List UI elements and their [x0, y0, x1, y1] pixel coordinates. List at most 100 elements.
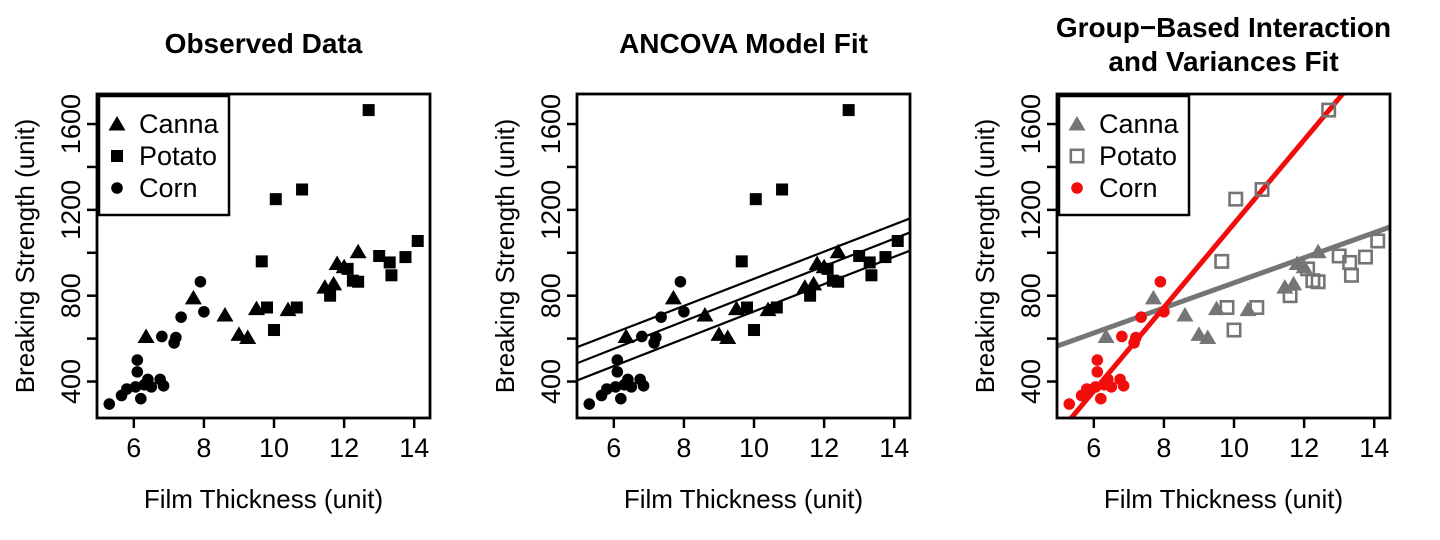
data-point-potato	[411, 234, 424, 247]
data-point-potato	[255, 255, 268, 268]
panel-title: Observed Data	[165, 28, 363, 59]
data-point-potato	[1357, 249, 1373, 265]
data-point-canna	[239, 329, 257, 345]
panel-interaction-fit: 6 8 10 12 14 400 800 1200 1600 Film Thickness (un…	[960, 0, 1440, 540]
x-axis-title: Film Thickness (unit)	[1104, 484, 1343, 514]
x-axis-title: Film Thickness (unit)	[144, 484, 383, 514]
data-point-potato	[268, 324, 281, 337]
x-tick-label: 14	[1359, 433, 1389, 463]
x-axis: 6 8 10 12 14	[126, 418, 429, 463]
y-axis-title: Breaking Strength (unit)	[10, 119, 40, 394]
plot-box	[1055, 92, 1392, 420]
data-point-corn	[1135, 311, 1147, 323]
data-point-potato	[863, 256, 876, 269]
data-point-potato	[879, 251, 892, 264]
data-point-corn	[625, 381, 638, 393]
series-potato	[735, 104, 904, 337]
data-point-potato	[352, 275, 365, 288]
data-point-canna	[1176, 307, 1194, 322]
x-axis: 6 8 10 12 14	[1086, 418, 1389, 463]
data-point-corn	[650, 331, 662, 344]
series-potato	[255, 104, 424, 337]
data-point-potato	[1249, 299, 1265, 315]
data-point-corn	[611, 366, 624, 378]
data-point-canna	[710, 326, 728, 341]
data-point-canna	[664, 289, 682, 305]
legend-label-canna: Canna	[1099, 109, 1180, 139]
data-point-corn	[609, 381, 622, 393]
panel-title: ANCOVA Model Fit	[619, 28, 868, 59]
data-point-potato	[853, 250, 866, 262]
data-point-corn	[611, 354, 624, 366]
data-point-corn	[170, 331, 182, 344]
panel-title: and Variances Fit	[1108, 46, 1338, 77]
data-point-potato	[735, 255, 748, 268]
data-point-potato	[842, 104, 855, 117]
fit-line	[577, 217, 910, 349]
data-point-corn	[1105, 381, 1118, 393]
x-tick-label: 6	[126, 433, 141, 463]
data-point-canna	[1295, 258, 1313, 274]
y-tick-label: 400	[56, 359, 86, 404]
data-point-corn	[1116, 330, 1128, 343]
data-point-potato	[770, 301, 783, 314]
data-point-corn	[1063, 398, 1076, 410]
data-point-canna	[727, 300, 745, 316]
data-point-potato	[324, 289, 337, 302]
data-point-potato	[776, 183, 789, 196]
data-point-canna	[719, 329, 737, 345]
y-axis-title: Breaking Strength (unit)	[490, 119, 520, 394]
panel-ancova-model-fit: 6 8 10 12 14 400 800 1200 1600 Film Thickness (un…	[480, 0, 960, 540]
plot-box	[575, 92, 912, 420]
data-point-potato	[1343, 267, 1359, 283]
data-point-canna	[247, 300, 265, 316]
data-point-corn	[131, 366, 144, 378]
data-point-potato	[383, 256, 396, 269]
y-tick-label: 800	[536, 273, 566, 318]
data-point-canna	[137, 328, 155, 343]
x-tick-label: 10	[1219, 433, 1249, 463]
data-point-corn	[637, 380, 650, 392]
data-point-canna	[696, 307, 714, 322]
y-tick-label: 400	[536, 359, 566, 404]
legend-marker-corn	[1071, 182, 1083, 194]
data-point-canna	[325, 275, 343, 291]
observed-data-chart: 6 8 10 12 14 400 800 1200 1600 Film Thickness (un…	[10, 28, 432, 514]
data-point-potato	[261, 301, 274, 314]
x-tick-label: 10	[259, 433, 289, 463]
series-canna	[1097, 243, 1327, 345]
x-tick-label: 8	[676, 433, 691, 463]
data-point-potato	[1310, 274, 1326, 290]
data-point-potato	[865, 269, 878, 282]
data-point-potato	[804, 289, 817, 302]
data-point-potato	[385, 269, 398, 282]
x-tick-label: 14	[399, 433, 429, 463]
data-point-potato	[741, 301, 754, 314]
data-point-corn	[1095, 392, 1107, 405]
x-tick-label: 6	[1086, 433, 1101, 463]
data-point-corn	[131, 354, 144, 366]
data-point-corn	[678, 305, 690, 318]
data-point-corn	[600, 383, 613, 395]
data-point-corn	[1154, 275, 1167, 288]
legend-marker-canna	[108, 116, 126, 131]
data-point-corn	[615, 392, 627, 405]
x-tick-label: 8	[196, 433, 211, 463]
data-point-potato	[1282, 288, 1298, 304]
ancova-model-fit-chart: 6 8 10 12 14 400 800 1200 1600 Film Thickness (un…	[490, 28, 912, 514]
legend-label-potato: Potato	[1099, 141, 1177, 171]
x-tick-label: 6	[606, 433, 621, 463]
y-tick-label: 800	[56, 273, 86, 318]
x-tick-label: 8	[1156, 433, 1171, 463]
series-corn	[103, 275, 210, 410]
fit-line	[1057, 224, 1390, 349]
x-axis-title: Film Thickness (unit)	[624, 484, 863, 514]
data-point-potato	[1254, 181, 1270, 197]
x-tick-label: 12	[329, 433, 359, 463]
fit-lines	[577, 217, 910, 382]
plot-box	[95, 92, 432, 420]
data-point-canna	[617, 328, 635, 343]
